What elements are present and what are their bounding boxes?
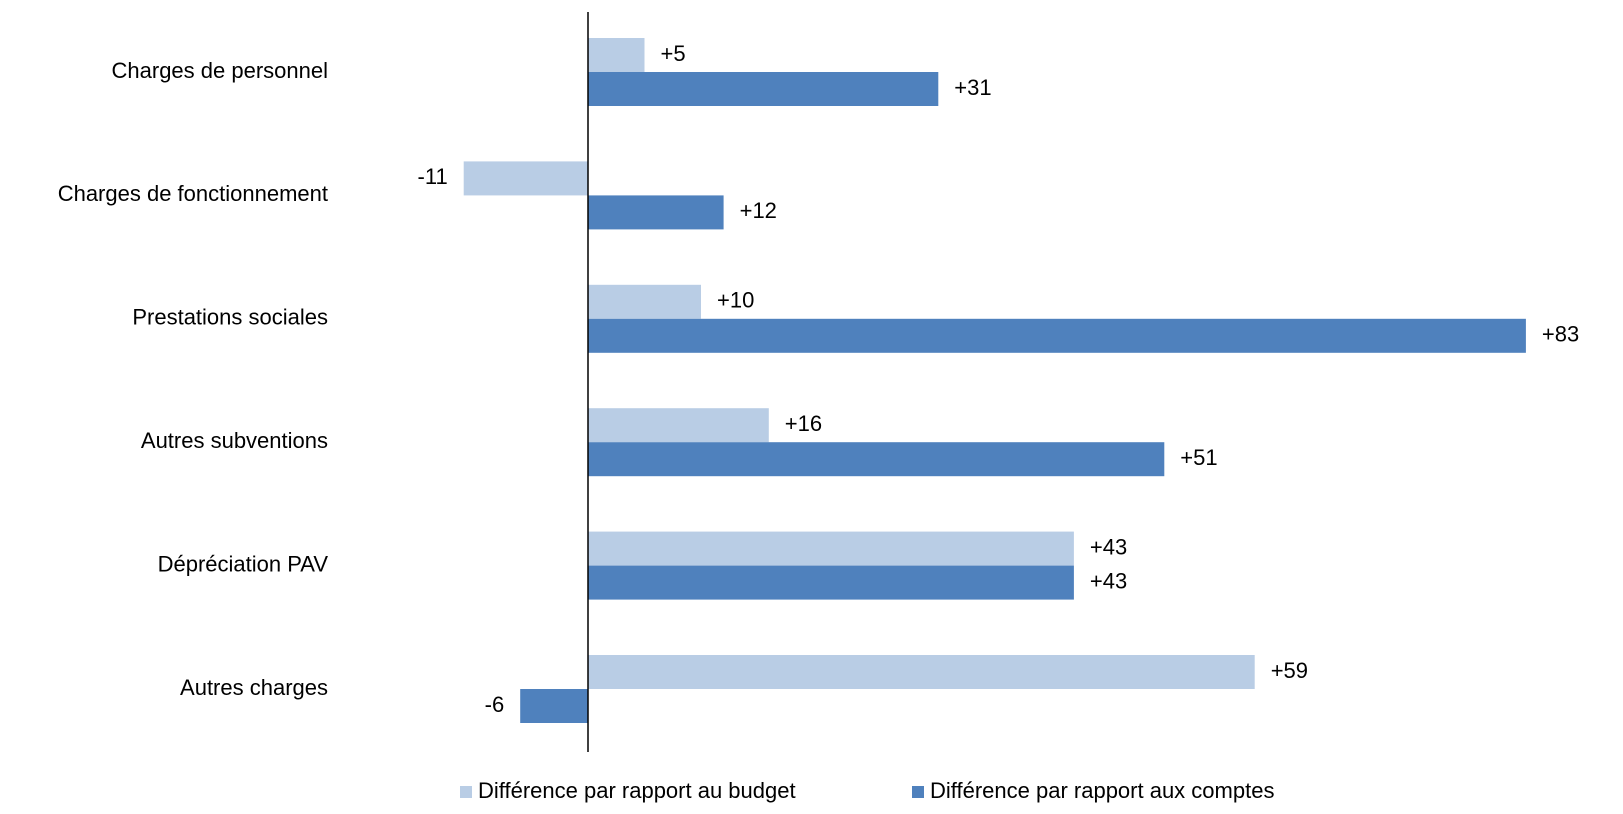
bar-s1-3 bbox=[588, 442, 1165, 477]
legend-swatch-1 bbox=[912, 786, 924, 798]
bar-s0-4 bbox=[588, 531, 1074, 566]
data-label-s1-4: +43 bbox=[1090, 568, 1127, 593]
bar-s0-2 bbox=[588, 284, 701, 319]
data-label-s0-0: +5 bbox=[661, 41, 686, 66]
data-label-s0-4: +43 bbox=[1090, 534, 1127, 559]
bar-s1-1 bbox=[588, 195, 724, 230]
category-label-0: Charges de personnel bbox=[112, 58, 328, 83]
legend-swatch-0 bbox=[460, 786, 472, 798]
data-label-s1-5: -6 bbox=[485, 692, 505, 717]
bar-s0-1 bbox=[463, 161, 588, 196]
bar-s0-5 bbox=[588, 655, 1255, 689]
data-label-s1-3: +51 bbox=[1180, 445, 1217, 470]
legend: Différence par rapport au budget Différen… bbox=[460, 778, 1274, 803]
bar-s1-2 bbox=[588, 318, 1526, 353]
bar-s0-3 bbox=[588, 408, 769, 443]
category-label-2: Prestations sociales bbox=[132, 305, 328, 330]
bar-s1-0 bbox=[588, 72, 939, 106]
data-label-s1-0: +31 bbox=[954, 75, 991, 100]
data-label-s1-2: +83 bbox=[1542, 322, 1579, 347]
data-label-s0-1: -11 bbox=[418, 164, 448, 189]
category-label-1: Charges de fonctionnement bbox=[58, 181, 328, 206]
category-label-3: Autres subventions bbox=[141, 428, 328, 453]
data-label-s0-5: +59 bbox=[1271, 658, 1308, 683]
category-label-5: Autres charges bbox=[180, 675, 328, 700]
data-label-s0-2: +10 bbox=[717, 288, 754, 313]
labels-layer: +5 +31 -11 +12 +10 +83 +16 +51 +43 +43 +59 -6 bbox=[418, 41, 1580, 717]
bar-s0-0 bbox=[588, 38, 645, 72]
bars-layer bbox=[463, 38, 1526, 723]
bar-s1-5 bbox=[520, 689, 588, 723]
category-labels: Charges de personnel Charges de fonctionn… bbox=[58, 58, 329, 700]
data-label-s1-1: +12 bbox=[740, 198, 777, 223]
legend-label-0: Différence par rapport au budget bbox=[478, 778, 796, 803]
legend-label-1: Différence par rapport aux comptes bbox=[930, 778, 1274, 803]
category-label-4: Dépréciation PAV bbox=[158, 551, 329, 576]
bar-s1-4 bbox=[588, 565, 1074, 600]
data-label-s0-3: +16 bbox=[785, 411, 822, 436]
